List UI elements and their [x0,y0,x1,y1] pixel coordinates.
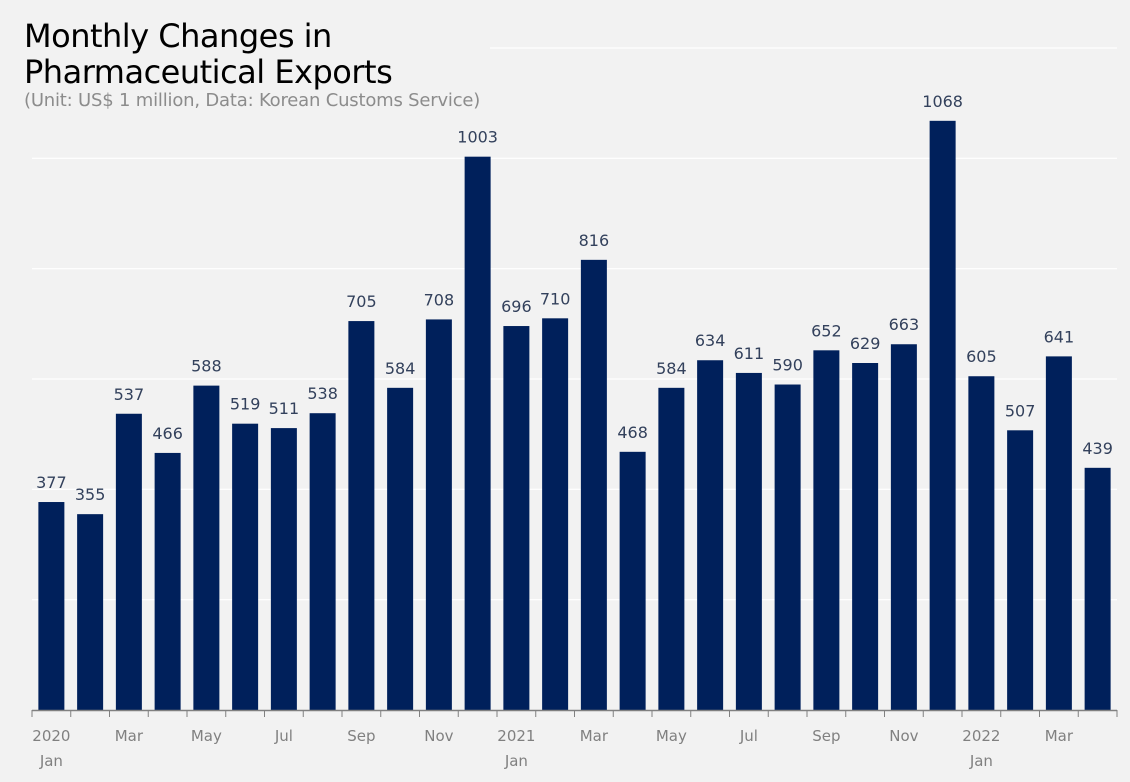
x-tick-label: Mar [580,727,609,745]
bar [929,120,956,710]
bar [425,319,452,710]
data-label: 537 [114,385,145,404]
bar [1084,467,1111,710]
data-label: 710 [540,289,571,308]
data-label: 1003 [457,128,498,147]
bar [115,413,142,710]
data-label: 584 [656,359,687,378]
bar [154,452,181,710]
data-label: 705 [346,292,377,311]
data-label: 652 [811,321,842,340]
x-tick-label: Jul [274,727,293,745]
data-label: 590 [772,356,803,375]
data-label: 634 [695,331,726,350]
x-tick-label: Sep [347,727,375,745]
x-tick-label: Mar [115,727,144,745]
bar [270,428,297,710]
bar [464,156,491,710]
bar [309,413,336,710]
data-label: 507 [1005,401,1036,420]
chart-subtitle: (Unit: US$ 1 million, Data: Korean Custo… [24,90,481,111]
x-tick-label: Jul [739,727,758,745]
data-label: 1068 [922,92,963,111]
data-label: 708 [424,290,455,309]
bar [658,387,685,710]
data-label: 355 [75,485,106,504]
x-tick-label-sub: Jan [504,752,528,770]
data-label: 663 [889,315,920,334]
bar [697,360,724,710]
data-label: 468 [617,423,648,442]
data-label: 538 [307,384,338,403]
bar [503,326,530,710]
bar [1045,356,1072,710]
bar [1007,430,1034,710]
data-label: 466 [152,424,183,443]
data-label: 511 [269,399,300,418]
x-tick-label: May [191,727,222,745]
x-tick-label: 2020 [32,727,70,745]
data-label: 605 [966,347,997,366]
data-label: 641 [1044,327,1075,346]
bar [580,259,607,710]
bar [348,321,375,710]
data-label: 588 [191,357,222,376]
x-tick-label: 2021 [497,727,535,745]
data-label: 439 [1082,439,1113,458]
bar [387,387,414,710]
data-label: 696 [501,297,532,316]
bar [232,423,259,710]
data-label: 377 [36,473,67,492]
data-label: 629 [850,334,881,353]
bar [735,372,762,710]
data-label: 611 [734,344,765,363]
bar [813,350,840,710]
bar [193,385,220,710]
bar [77,514,104,710]
x-tick-label: 2022 [962,727,1000,745]
bar [542,318,569,710]
x-tick-label: May [656,727,687,745]
x-tick-label: Nov [889,727,918,745]
x-tick-label-sub: Jan [39,752,63,770]
x-tick-label: Nov [424,727,453,745]
x-tick-label: Sep [812,727,840,745]
x-tick-label-sub: Jan [969,752,993,770]
data-label: 519 [230,395,261,414]
bar [38,502,65,710]
bar [774,384,801,710]
bar [619,451,646,710]
bar [852,363,879,710]
data-label: 584 [385,359,416,378]
title-block: Monthly Changes in Pharmaceutical Export… [24,17,491,111]
bar [968,376,995,710]
data-label: 816 [579,231,610,250]
chart-title: Monthly Changes in Pharmaceutical Export… [24,17,393,91]
x-tick-label: Mar [1045,727,1074,745]
bar [890,344,917,710]
